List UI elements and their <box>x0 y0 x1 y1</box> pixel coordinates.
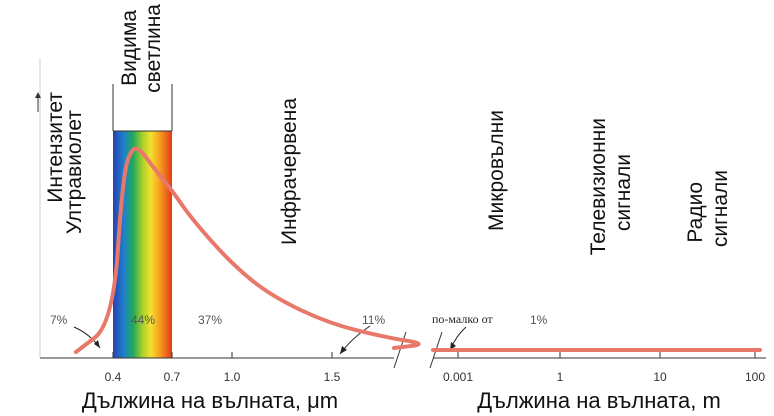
tick-label-0-001: 0.001 <box>442 370 474 384</box>
ir-far-percent-label: 11% <box>362 313 386 327</box>
tick-label-100: 100 <box>744 370 766 384</box>
tv-region-label-line1: Телевизионни <box>587 118 610 256</box>
visible-percent-label: 44% <box>131 313 156 327</box>
left-x-axis-title: Дължина на вълната, μm <box>81 388 339 413</box>
radio-region-label-line1: Радио <box>684 182 707 243</box>
right-x-axis-title: Дължина на вълната, m <box>477 388 721 413</box>
ir-region-label: Инфрачервена <box>278 98 301 246</box>
axis-break-mark-1 <box>393 331 407 369</box>
tick-label-0-4: 0.4 <box>104 370 122 384</box>
visible-spectrum-band <box>113 131 172 358</box>
tick-label-10: 10 <box>653 370 667 384</box>
uv-region-label: Ултравиолет <box>63 110 86 235</box>
visible-region-label-line2: светлина <box>142 4 165 93</box>
visible-region-label-line1: Видима <box>118 10 141 86</box>
y-axis-arrow-icon <box>32 92 44 112</box>
tick-label-1: 1 <box>556 370 564 384</box>
tick-label-1-0: 1.0 <box>223 370 241 384</box>
rest-percent-label: 1% <box>530 313 548 327</box>
ir-near-percent-label: 37% <box>198 313 223 327</box>
intensity-curve-left <box>74 146 421 354</box>
ir-far-pointer-arrowhead <box>340 346 347 354</box>
tick-label-0-7: 0.7 <box>163 370 181 384</box>
rest-percent-prefix: по-малко от <box>432 312 493 326</box>
microwave-region-label: Микровълни <box>485 110 508 231</box>
tv-region-label-line2: сигнали <box>612 154 635 232</box>
radio-region-label-line2: сигнали <box>709 170 732 248</box>
uv-percent-label: 7% <box>50 313 68 327</box>
tick-label-1-5: 1.5 <box>323 370 341 384</box>
uv-pointer-arrowhead <box>94 340 100 348</box>
